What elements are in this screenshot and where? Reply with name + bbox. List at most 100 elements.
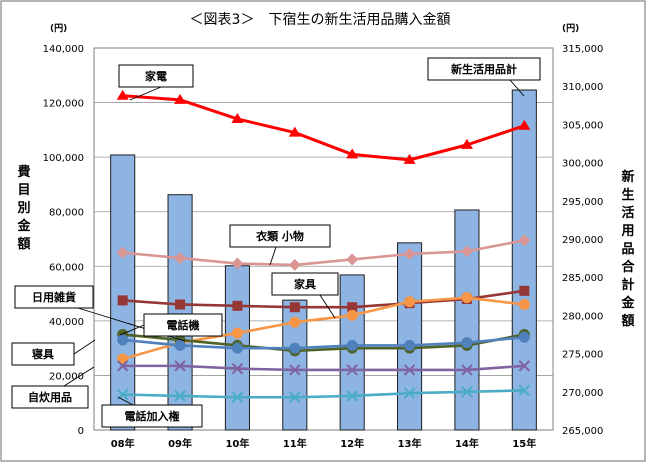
callout-box: [14, 285, 94, 309]
callout-label: 寝具: [32, 347, 54, 361]
right-tick-label: 280,000: [562, 311, 603, 322]
plot-border: [93, 47, 554, 431]
x-tick-label: 11年: [283, 437, 307, 450]
callout-leader: [269, 246, 277, 266]
right-axis-unit: (円): [562, 23, 579, 34]
chart-title: ＜図表3＞ 下宿生の新生活用品購入金額: [190, 11, 451, 28]
x-tick-label: 12年: [340, 437, 364, 450]
point-7-5: [403, 387, 416, 399]
x-axis-ticks: 08年 09年 10年 11年 12年 13年 14年 15年: [111, 437, 537, 450]
bar-0: [110, 154, 136, 431]
left-axis-ticks: 0 20,000 40,000 60,000 80,000 100,000 120,000 1…: [43, 44, 84, 437]
lines: [116, 89, 531, 403]
series-line: [122, 239, 525, 267]
point-5-1: [174, 339, 186, 351]
point-5-5: [404, 339, 416, 351]
callout-label: 電話加入権: [125, 409, 180, 423]
callout-box: [229, 224, 331, 248]
right-tick-label: 315,000: [562, 44, 603, 55]
point-2-7: [519, 285, 530, 296]
point-7-1: [174, 390, 186, 402]
series-line: [122, 289, 525, 309]
point-6-3: [289, 364, 301, 376]
callout-label: 家電: [145, 69, 167, 83]
right-tick-label: 290,000: [562, 235, 603, 246]
right-tick-label: 305,000: [562, 120, 603, 131]
left-tick-label: 100,000: [43, 153, 84, 164]
right-tick-label: 270,000: [562, 388, 603, 399]
point-7-4: [346, 390, 358, 402]
left-tick-label: 40,000: [49, 317, 84, 328]
point-5-4: [346, 339, 358, 351]
left-tick-label: 80,000: [49, 208, 84, 219]
point-1-0: [116, 246, 129, 259]
point-5-2: [231, 342, 243, 354]
point-5-7: [518, 331, 530, 343]
callout-series-4: 電話機: [119, 313, 223, 337]
point-2-2: [232, 300, 243, 311]
series-0: [116, 89, 531, 164]
right-tick-label: 285,000: [562, 273, 603, 284]
point-6-1: [174, 360, 186, 372]
point-3-2: [231, 327, 243, 339]
series-1: [116, 234, 531, 271]
callout-leader: [119, 324, 145, 336]
series-line: [122, 94, 525, 162]
bar-1: [167, 194, 193, 431]
point-0-5: [403, 153, 416, 164]
point-0-3: [288, 126, 301, 137]
point-6-4: [346, 364, 358, 376]
point-1-7: [518, 234, 531, 247]
callout-label: 自炊用品: [28, 390, 72, 404]
point-1-1: [174, 252, 187, 265]
callout-leader: [63, 366, 95, 387]
left-axis-unit: (円): [50, 23, 67, 34]
bar-7: [511, 89, 537, 431]
right-tick-label: 265,000: [562, 426, 603, 437]
callout-series-2: 日用雑貨: [14, 285, 186, 342]
callout-box: [143, 313, 223, 337]
x-tick-label: 15年: [512, 437, 536, 450]
bar-5: [397, 242, 423, 431]
axis-label-text: 新生活用品合計金額: [620, 169, 635, 329]
point-3-3: [289, 316, 301, 328]
series-line: [122, 333, 525, 353]
x-tick-label: 10年: [225, 437, 249, 450]
point-2-3: [289, 302, 300, 313]
point-5-0: [117, 334, 129, 346]
callout-series-0: 家電: [118, 64, 194, 101]
x-tick-label: 09年: [168, 437, 192, 450]
point-2-0: [117, 295, 128, 306]
x-tick-label: 14年: [455, 437, 479, 450]
point-3-7: [518, 298, 530, 310]
point-3-5: [404, 296, 416, 308]
left-tick-label: 0: [78, 426, 84, 437]
callout-series-3: 家具: [271, 272, 339, 319]
right-tick-label: 310,000: [562, 82, 603, 93]
series-5: [117, 331, 530, 354]
x-tick-label: 13年: [398, 437, 422, 450]
callout-leader: [509, 79, 525, 97]
callout-box: [101, 404, 203, 428]
callout-box: [11, 342, 75, 366]
series-6: [116, 360, 531, 376]
callout-series-1: 衣類 小物: [229, 224, 331, 266]
point-0-1: [174, 93, 187, 104]
point-2-1: [175, 299, 186, 310]
point-1-3: [288, 258, 301, 271]
axis-label-text: 費目別金額: [16, 164, 31, 252]
point-0-6: [460, 138, 473, 149]
point-3-4: [346, 309, 358, 321]
callout-box: [271, 272, 339, 296]
point-5-6: [461, 337, 473, 349]
callout-leader: [319, 294, 336, 319]
point-5-3: [289, 342, 301, 354]
left-axis-label: 費目別金額: [16, 164, 31, 252]
point-1-5: [403, 248, 416, 261]
callout-box: [427, 57, 541, 81]
right-axis-label: 新生活用品合計金額: [620, 169, 635, 329]
right-tick-label: 295,000: [562, 197, 603, 208]
callout-series-7: 電話加入権: [101, 396, 203, 428]
right-tick-label: 300,000: [562, 159, 603, 170]
point-1-4: [346, 253, 359, 266]
